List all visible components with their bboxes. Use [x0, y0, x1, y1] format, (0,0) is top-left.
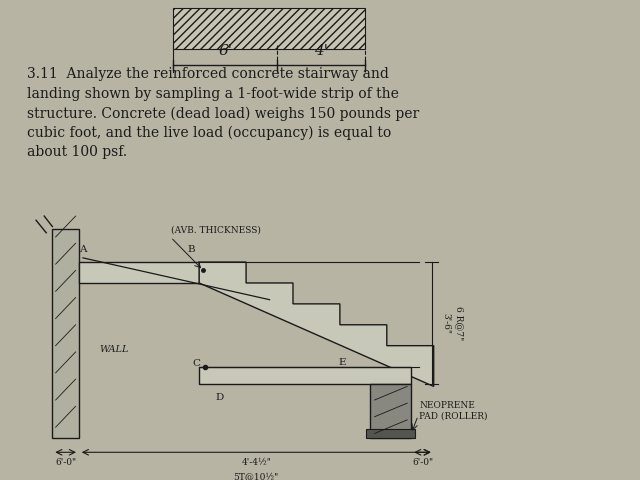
Text: A: A [79, 245, 86, 254]
Text: D: D [216, 393, 224, 402]
Text: 4': 4' [314, 44, 328, 58]
Bar [52, 228, 79, 438]
Bar [173, 8, 365, 49]
Polygon shape [371, 384, 412, 438]
Text: B: B [188, 245, 195, 254]
Text: 3.11  Analyze the reinforced concrete stairway and: 3.11 Analyze the reinforced concrete sta… [27, 67, 388, 81]
Text: NEOPRENE
PAD (ROLLER): NEOPRENE PAD (ROLLER) [419, 401, 488, 420]
Text: (AVB. THICKNESS): (AVB. THICKNESS) [171, 226, 260, 235]
Text: landing shown by sampling a 1-foot-wide strip of the: landing shown by sampling a 1-foot-wide … [27, 87, 399, 101]
Polygon shape [199, 367, 412, 384]
Polygon shape [366, 429, 415, 438]
Text: cubic foot, and the live load (occupancy) is equal to: cubic foot, and the live load (occupancy… [27, 126, 391, 140]
Text: 6': 6' [218, 44, 232, 58]
Text: 6'-0": 6'-0" [55, 458, 76, 467]
Polygon shape [79, 262, 199, 283]
Text: structure. Concrete (dead load) weighs 150 pounds per: structure. Concrete (dead load) weighs 1… [27, 107, 419, 121]
Text: 3'-6": 3'-6" [442, 312, 451, 334]
Text: 5T@10½": 5T@10½" [234, 473, 279, 480]
Text: 6'-0": 6'-0" [412, 458, 433, 467]
Text: about 100 psf.: about 100 psf. [27, 145, 127, 159]
Text: E: E [338, 358, 346, 367]
Text: 4'-4½": 4'-4½" [241, 458, 271, 467]
Polygon shape [199, 262, 434, 386]
Text: C: C [192, 359, 200, 368]
Text: 6 R@7": 6 R@7" [454, 306, 463, 340]
Text: WALL: WALL [99, 345, 129, 354]
